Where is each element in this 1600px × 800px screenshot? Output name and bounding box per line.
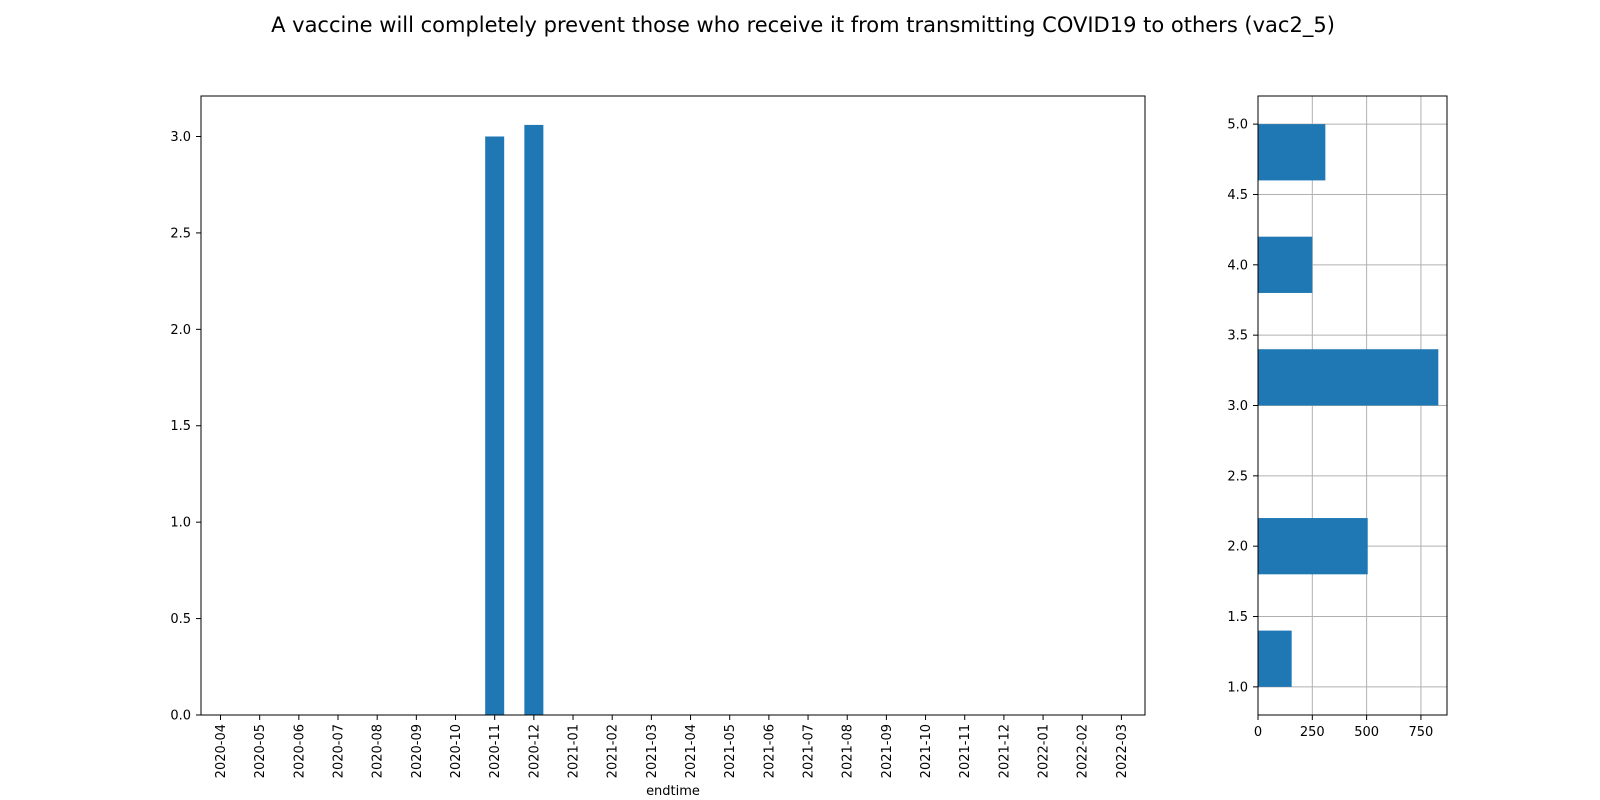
timeseries-bar-chart: 0.00.51.01.52.02.53.0 2020-04 2020-05 2020… [170, 95, 1146, 799]
y-tick-label: 1.5 [170, 419, 191, 434]
x-tick-label: 2021-02 [606, 724, 621, 778]
y-tick-label: 1.0 [170, 516, 191, 531]
x-tick-label: 2020-10 [449, 724, 464, 778]
y-tick-label: 2.0 [170, 323, 191, 338]
x-tick-label: 2021-09 [880, 724, 895, 778]
x-tick-label: 2021-04 [684, 724, 699, 778]
distribution-plot-frame [1257, 95, 1448, 716]
timeseries-x-axis: 2020-04 2020-05 2020-06 2020-07 2020-08 2020-… [214, 715, 1130, 778]
x-tick-label: 2021-12 [997, 724, 1012, 778]
y-tick-label: 2.0 [1227, 540, 1248, 555]
timeseries-y-axis: 0.0 0.5 1.0 1.5 2.0 2.5 3.0 [170, 130, 201, 724]
y-tick-label: 2.5 [170, 226, 191, 241]
y-tick-label: 1.5 [1227, 610, 1248, 625]
distribution-bar [1258, 349, 1439, 406]
timeseries-x-axis-label: endtime [646, 784, 700, 799]
x-tick-label: 2021-10 [919, 724, 934, 778]
y-tick-label: 4.0 [1227, 258, 1248, 273]
x-tick-label: 2022-02 [1076, 724, 1091, 778]
distribution-bar-chart: 1.0 1.5 2.0 2.5 3.0 3.5 4.0 4.5 5.0 0 250 500 750 [1227, 95, 1448, 740]
x-tick-label: 2020-08 [371, 724, 386, 778]
distribution-y-axis: 1.0 1.5 2.0 2.5 3.0 3.5 4.0 4.5 5.0 [1227, 118, 1258, 695]
y-tick-label: 2.5 [1227, 469, 1248, 484]
x-tick-label: 250 [1300, 725, 1325, 740]
distribution-bar [1258, 518, 1368, 575]
y-tick-label: 3.5 [1227, 329, 1248, 344]
timeseries-bar [524, 124, 544, 715]
y-tick-label: 3.0 [1227, 399, 1248, 414]
x-tick-label: 750 [1409, 725, 1434, 740]
x-tick-label: 2021-08 [841, 724, 856, 778]
x-tick-label: 2022-01 [1037, 724, 1052, 778]
x-tick-label: 500 [1354, 725, 1379, 740]
x-tick-label: 2020-06 [292, 724, 307, 778]
x-tick-label: 2020-07 [332, 724, 347, 778]
x-tick-label: 0 [1254, 725, 1262, 740]
x-tick-label: 2021-01 [567, 724, 582, 778]
x-tick-label: 2020-04 [214, 724, 229, 778]
y-tick-label: 4.5 [1227, 188, 1248, 203]
x-tick-label: 2020-09 [410, 724, 425, 778]
x-tick-label: 2021-03 [645, 724, 660, 778]
x-tick-label: 2020-12 [527, 724, 542, 778]
distribution-x-axis: 0 250 500 750 [1254, 715, 1433, 740]
x-tick-label: 2022-03 [1115, 724, 1130, 778]
x-tick-label: 2020-05 [253, 724, 268, 778]
x-tick-label: 2020-11 [488, 724, 503, 778]
y-tick-label: 0.5 [170, 612, 191, 627]
y-tick-label: 3.0 [170, 130, 191, 145]
timeseries-plot-frame [200, 95, 1146, 716]
x-tick-label: 2021-05 [723, 724, 738, 778]
x-tick-label: 2021-07 [802, 724, 817, 778]
y-tick-label: 1.0 [1227, 680, 1248, 695]
y-tick-label: 5.0 [1227, 118, 1248, 133]
distribution-bar [1258, 124, 1326, 181]
figure-title: A vaccine will completely prevent those … [271, 13, 1335, 38]
timeseries-bar [485, 136, 505, 715]
distribution-bar [1258, 630, 1292, 687]
timeseries-bars [485, 124, 544, 715]
distribution-bars [1258, 124, 1439, 687]
x-tick-label: 2021-06 [762, 724, 777, 778]
x-tick-label: 2021-11 [958, 724, 973, 778]
distribution-bar [1258, 236, 1313, 293]
y-tick-label: 0.0 [170, 709, 191, 724]
